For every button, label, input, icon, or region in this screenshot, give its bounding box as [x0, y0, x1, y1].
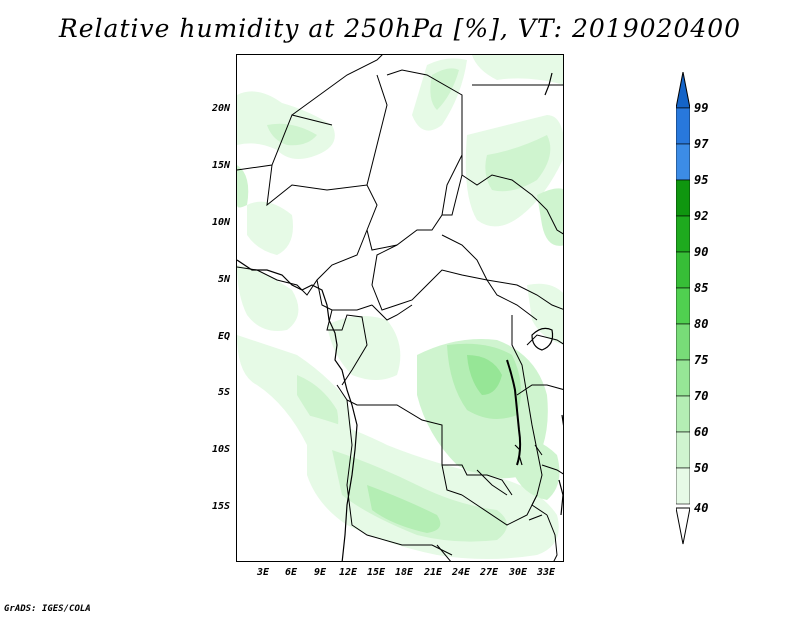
colorbar-label: 92 — [694, 209, 709, 223]
country-boundaries — [237, 55, 563, 561]
colorbar-label: 80 — [694, 317, 709, 331]
colorbar-bin — [676, 107, 690, 145]
lat-label: 5S — [217, 387, 230, 398]
lon-label: 12E — [338, 567, 358, 578]
lon-label: 33E — [536, 567, 556, 578]
colorbar-cap-bottom — [676, 507, 690, 545]
colorbar-label: 90 — [694, 245, 709, 259]
colorbar — [676, 72, 690, 545]
colorbar-bin — [676, 179, 690, 217]
lat-label: 20N — [211, 103, 230, 114]
lat-label: 10N — [211, 217, 230, 228]
coastline — [237, 72, 563, 561]
colorbar-bin — [676, 287, 690, 325]
lat-label: 5N — [217, 274, 230, 285]
lon-label: 27E — [479, 567, 499, 578]
lon-label: 15E — [366, 567, 386, 578]
colorbar-bin — [676, 215, 690, 253]
colorbar-bin — [676, 359, 690, 397]
map-title: Relative humidity at 250hPa [%], VT: 201… — [58, 14, 742, 43]
colorbar-label: 97 — [694, 137, 709, 151]
colorbar-label: 85 — [694, 281, 709, 295]
lon-label: 9E — [313, 567, 327, 578]
colorbar-bin — [676, 431, 690, 469]
colorbar-bin — [676, 467, 690, 505]
colorbar-bin — [676, 143, 690, 181]
grads-credit: GrADS: IGES/COLA — [4, 604, 91, 614]
lat-label: 15S — [211, 501, 230, 512]
lat-label: EQ — [217, 331, 230, 342]
colorbar-bin — [676, 251, 690, 289]
colorbar-cap-top — [676, 72, 690, 109]
colorbar-label: 50 — [694, 461, 709, 475]
colorbar-bin — [676, 395, 690, 433]
colorbar-bin — [676, 323, 690, 361]
lon-label: 24E — [451, 567, 471, 578]
lat-label: 15N — [211, 160, 230, 171]
colorbar-label: 70 — [694, 389, 709, 403]
colorbar-label: 99 — [694, 101, 709, 115]
colorbar-label: 95 — [694, 173, 709, 187]
colorbar-label: 75 — [694, 353, 709, 367]
lon-label: 3E — [256, 567, 270, 578]
lon-label: 18E — [394, 567, 414, 578]
map-panel — [236, 54, 564, 562]
lat-label: 10S — [211, 444, 230, 455]
colorbar-label: 60 — [694, 425, 709, 439]
humidity-field — [237, 55, 563, 561]
lon-label: 30E — [508, 567, 528, 578]
lon-label: 6E — [284, 567, 298, 578]
colorbar-label: 40 — [694, 501, 709, 515]
lon-label: 21E — [423, 567, 443, 578]
